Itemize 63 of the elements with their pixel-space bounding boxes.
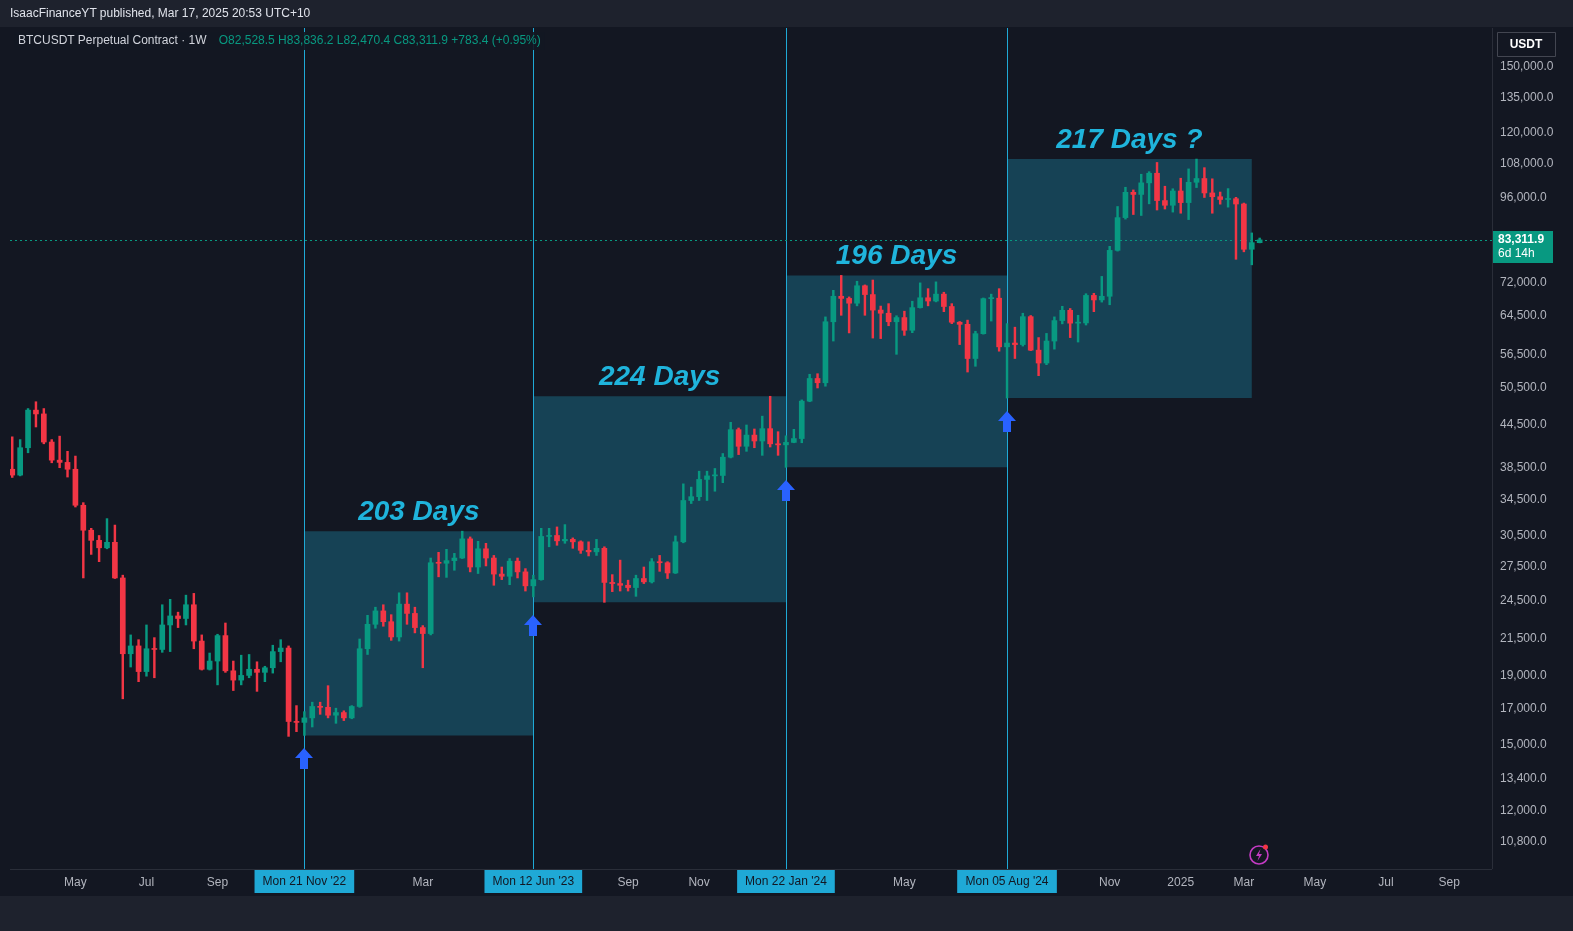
x-tick-label: Mar: [1233, 874, 1255, 889]
band-label: 196 Days: [835, 239, 958, 271]
y-tick-label: 44,500.0: [1500, 416, 1548, 431]
text: O82,528.5 H83,836.2 L82,470.4 C83,311.9 +783.4 (+0.95%): [218, 33, 541, 48]
y-tick-label: 50,500.0: [1500, 379, 1548, 394]
y-tick-label: 96,000.0: [1500, 190, 1548, 205]
ref-line-label: Mon 05 Aug '24: [965, 874, 1049, 889]
candlestick: [893, 315, 900, 355]
candlestick: [151, 637, 158, 679]
x-tick-label: Jul: [138, 874, 155, 889]
text: 6d 14h: [1498, 246, 1535, 261]
x-tick-label: May: [1303, 874, 1327, 889]
candlestick: [1130, 189, 1137, 215]
y-tick-label: 21,500.0: [1500, 631, 1548, 646]
y-tick-label: 38,500.0: [1500, 459, 1548, 474]
candlestick: [443, 548, 450, 578]
y-tick-label: 24,500.0: [1500, 592, 1548, 607]
y-tick-label: 15,000.0: [1500, 737, 1548, 752]
y-tick-label: 56,500.0: [1500, 346, 1548, 361]
y-tick-label: 12,000.0: [1500, 803, 1548, 818]
text: BTCUSDT Perpetual Contract · 1W: [18, 33, 208, 48]
candlestick: [877, 305, 884, 339]
band-label: 217 Days ?: [1055, 122, 1203, 154]
y-tick-label: 30,500.0: [1500, 528, 1548, 543]
y-tick-label: 34,500.0: [1500, 491, 1548, 506]
candlestick: [435, 552, 442, 578]
candlestick: [277, 639, 284, 663]
y-tick-label: 10,800.0: [1500, 834, 1548, 849]
ref-line-label: Mon 21 Nov '22: [262, 874, 347, 889]
candlestick: [609, 574, 616, 592]
x-tick-label: 2025: [1167, 874, 1195, 889]
x-tick-label: May: [893, 874, 916, 889]
ref-line-label: Mon 12 Jun '23: [492, 874, 575, 889]
x-tick-label: Nov: [688, 874, 710, 889]
y-tick-label: 27,500.0: [1500, 558, 1548, 573]
candlestick: [56, 435, 63, 469]
candlestick: [1193, 158, 1200, 188]
candlestick: [1209, 178, 1216, 214]
band-label: 203 Days: [357, 494, 480, 526]
x-tick-label: Sep: [617, 874, 640, 889]
y-axis-title: USDT: [1509, 37, 1543, 52]
candlestick: [956, 321, 963, 345]
y-tick-label: 64,500.0: [1500, 307, 1548, 322]
x-tick-label: Sep: [206, 874, 229, 889]
y-tick-label: 17,000.0: [1500, 700, 1548, 715]
text: IsaacFinanceYT published, Mar 17, 2025 20:53 UTC+10: [10, 6, 311, 21]
y-tick-label: 13,400.0: [1500, 770, 1548, 785]
candlestick: [293, 705, 300, 732]
y-tick-label: 135,000.0: [1500, 89, 1554, 104]
candlestick: [656, 555, 663, 572]
x-tick-label: May: [64, 874, 87, 889]
y-tick-label: 19,000.0: [1500, 667, 1548, 682]
x-tick-label: Jul: [1378, 874, 1394, 889]
y-tick-label: 120,000.0: [1500, 124, 1554, 139]
y-tick-label: 150,000.0: [1500, 58, 1554, 73]
y-tick-label: 72,000.0: [1500, 275, 1548, 290]
band-label: 224 Days: [597, 359, 721, 391]
y-tick-label: 108,000.0: [1500, 155, 1554, 170]
ref-line-label: 83,311.9: [1498, 232, 1545, 247]
x-tick-label: Mar: [412, 874, 434, 889]
x-tick-label: Nov: [1098, 874, 1121, 889]
ref-line-label: Mon 22 Jan '24: [745, 874, 828, 889]
x-tick-label: Sep: [1438, 874, 1461, 889]
